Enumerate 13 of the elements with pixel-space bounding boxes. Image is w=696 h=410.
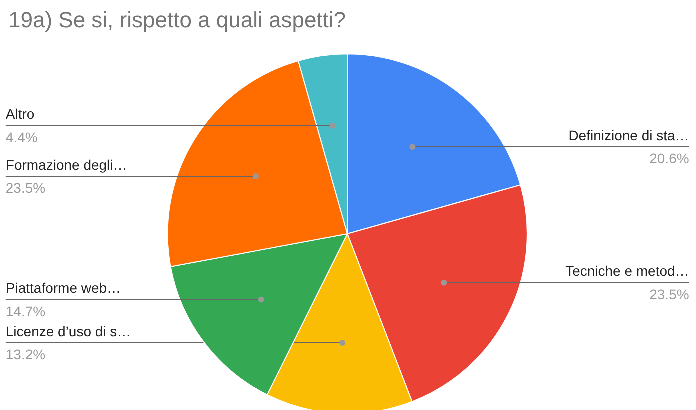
slice-label: Definizione di sta… <box>568 127 690 144</box>
data-label: 13.2% <box>6 346 46 363</box>
slice-label: Altro <box>6 106 35 122</box>
chart-title: 19a) Se si, rispetto a quali aspetti? <box>8 8 346 32</box>
data-label: 23.5% <box>6 180 46 196</box>
data-label: 20.6% <box>650 150 690 167</box>
slice-label: Tecniche e metod… <box>566 263 690 280</box>
slice-label: Piattaforme web… <box>6 280 122 296</box>
slice-label: Licenze d’uso di s… <box>6 323 132 340</box>
data-label: 23.5% <box>650 286 690 302</box>
data-label: 4.4% <box>6 130 38 146</box>
slice-label: Formazione degli… <box>6 156 128 173</box>
data-label: 14.7% <box>6 303 46 320</box>
